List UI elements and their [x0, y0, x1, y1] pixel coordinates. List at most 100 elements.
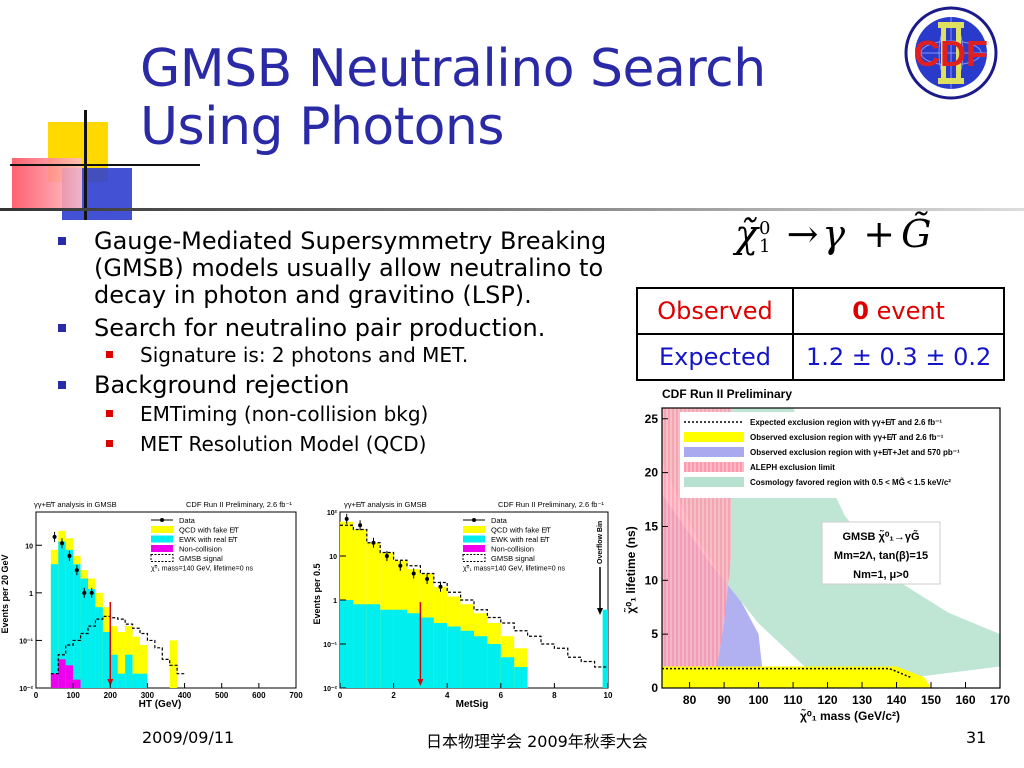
bullet-1: Gauge-Mediated Supersymmetry Breaking (G… [56, 228, 636, 309]
met-cut-arrowhead [417, 679, 424, 686]
excl-legend-swatch [684, 432, 744, 442]
ht-xtick-label: 400 [178, 691, 192, 700]
ht-data-point [52, 534, 57, 539]
met-xtick-label: 8 [552, 691, 557, 700]
met-data-point [344, 516, 349, 521]
ht-ewk-bar [80, 578, 88, 688]
ht-data-point [60, 541, 64, 546]
excl-legend-swatch [684, 462, 744, 472]
ht-xtick-label: 600 [252, 691, 266, 700]
excl-xtick-label: 80 [683, 693, 697, 707]
deco-horizontal-line [10, 164, 200, 166]
met-ylabel: Events per 0.5 [312, 563, 322, 624]
ht-qcd-bar [117, 632, 126, 688]
excl-xtick-label: 150 [921, 693, 941, 707]
excl-ytick-label: 20 [645, 466, 659, 480]
ht-xtick-label: 0 [34, 691, 39, 700]
excl-legend-swatch [684, 477, 744, 487]
met-ewk-bar [487, 644, 501, 688]
cdf-logo: CDF [904, 6, 998, 100]
eq-gravitino: G̃ [901, 212, 932, 256]
ht-qcd-bar [132, 636, 140, 688]
ht-legend-swatch [151, 545, 173, 552]
met-data-point [425, 577, 430, 582]
met-ewk-bar [420, 617, 434, 688]
sub-bullet-2-1: Signature is: 2 photons and MET. [56, 342, 636, 368]
ht-qcd-bar [140, 645, 148, 688]
ht-noncollision-bar [58, 659, 66, 688]
ht-legend-label: Data [179, 516, 196, 525]
met-ewk-bar [353, 604, 367, 688]
met-ytick-label: 10² [327, 510, 338, 517]
cdf-logo-text: CDF [914, 33, 988, 74]
ht-ewk-bar [58, 541, 66, 688]
model-box-line: GMSB χ̃⁰₁→γG̃ [842, 530, 919, 543]
excl-xtick-label: 100 [749, 693, 769, 707]
slide-title: GMSB Neutralino Search Using Photons [140, 40, 766, 156]
counts-table: Observed 0 event Expected 1.2 ± 0.3 ± 0.… [636, 287, 1006, 381]
title-line-1: GMSB Neutralino Search [140, 39, 766, 99]
ht-noncollision-bar [73, 679, 81, 688]
met-ytick-label: 10⁻² [323, 686, 337, 693]
ht-header-left: γγ+E̸T analysis in GMSB [34, 500, 117, 509]
excl-xtick-label: 120 [818, 693, 838, 707]
title-line-2: Using Photons [140, 97, 504, 157]
ht-ewk-bar [95, 607, 103, 688]
excl-xtick-label: 90 [717, 693, 731, 707]
met-xtick-label: 2 [391, 691, 396, 700]
excl-header: CDF Run II Preliminary [662, 387, 792, 401]
met-data-point [411, 571, 416, 576]
eq-sup: 0 [759, 217, 771, 239]
met-legend-swatch [462, 554, 486, 562]
ht-noncollision-bar [65, 665, 74, 688]
met-ewk-bar [514, 667, 528, 688]
met-data-point [358, 523, 363, 528]
ht-ewk-bar [132, 673, 140, 688]
excl-xtick-label: 130 [852, 693, 872, 707]
ht-ewk-bar [50, 564, 59, 688]
excl-legend-label: Expected exclusion region with γγ+E̸T an… [750, 418, 942, 427]
met-ewk-bar [366, 604, 381, 688]
model-box-frame [821, 521, 941, 585]
met-xtick-label: 10 [604, 691, 613, 700]
bullet-list: Gauge-Mediated Supersymmetry Breaking (G… [56, 228, 636, 457]
decay-equation: χ̃ 0 1 → γ + G̃ [735, 212, 931, 256]
eq-sub: 1 [759, 235, 771, 257]
observed-unit: event [876, 297, 945, 325]
met-legend-label: Data [491, 516, 508, 525]
ht-data-point [82, 590, 87, 595]
ht-legend-label: QCD with fake E̸T [179, 526, 239, 535]
excl-xtick-label: 110 [783, 693, 803, 707]
model-box: GMSB χ̃⁰₁→γG̃ Mm=2Λ, tan(β)=15 Nm=1, μ>0 [821, 521, 941, 585]
ht-ytick-label: 10⁻¹ [19, 638, 33, 645]
met-legend-note: χ̃⁰₁ mass=140 GeV, lifetime=0 ns [463, 565, 565, 573]
met-legend-swatch [463, 535, 485, 543]
met-legend-swatch [463, 545, 485, 552]
ht-signal-line [50, 615, 185, 675]
ht-data-point [74, 568, 79, 573]
metsig-histogram: γγ+E̸T analysis in GMSB CDF Run II Preli… [312, 500, 613, 710]
ht-histogram: γγ+E̸T analysis in GMSB CDF Run II Preli… [0, 500, 303, 710]
met-data-point [398, 563, 403, 568]
ht-qcd-bar [169, 640, 178, 688]
ht-noncollision-bar [50, 673, 59, 688]
sub-bullet-3-2: MET Resolution Model (QCD) [56, 431, 636, 457]
ht-legend-label: GMSB signal [179, 554, 223, 563]
ht-xtick-label: 500 [215, 691, 229, 700]
met-ewk-bar [380, 609, 394, 688]
excl-legend-label: Cosmology favored region with 0.5 < MG̃ … [750, 478, 951, 487]
footer-event: 日本物理学会 2009年秋季大会 [426, 732, 648, 751]
ht-xtick-label: 700 [289, 691, 303, 700]
ht-ewk-bar [110, 654, 118, 688]
excl-ytick-label: 15 [645, 519, 659, 533]
met-overflow-label: Overflow Bin [597, 521, 604, 564]
ht-legend-note: χ̃⁰₁ mass=140 GeV, lifetime=0 ns [151, 565, 253, 573]
ht-data-point [67, 553, 72, 558]
observed-label: Observed [636, 287, 794, 335]
ht-legend-swatch [151, 535, 173, 543]
excl-xtick-label: 140 [887, 693, 907, 707]
ht-legend-label: EWK with real E̸T [179, 535, 238, 544]
footer-date: 2009/09/11 [142, 728, 235, 747]
bullet-2: Search for neutralino pair production. [56, 315, 636, 342]
excl-legend: Expected exclusion region with γγ+E̸T an… [680, 412, 998, 498]
